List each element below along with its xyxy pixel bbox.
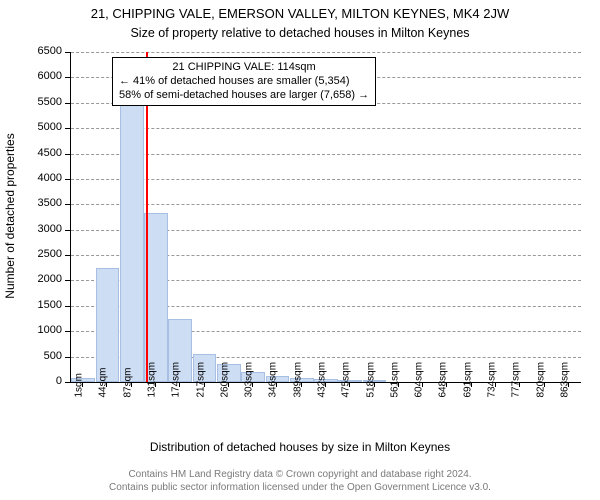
callout-line1: 21 CHIPPING VALE: 114sqm — [119, 61, 369, 75]
ytick-label: 5000 — [28, 121, 62, 133]
ytick-label: 4500 — [28, 147, 62, 159]
ytick-mark — [65, 52, 70, 53]
callout-line3: 58% of semi-detached houses are larger (… — [119, 89, 369, 103]
ytick-label: 1000 — [28, 324, 62, 336]
ytick-label: 4000 — [28, 172, 62, 184]
footer-attribution: Contains HM Land Registry data © Crown c… — [0, 468, 600, 494]
footer-line1: Contains HM Land Registry data © Crown c… — [0, 468, 600, 481]
footer-line2: Contains public sector information licen… — [0, 481, 600, 494]
x-axis-label: Distribution of detached houses by size … — [0, 440, 600, 454]
ytick-label: 0 — [28, 375, 62, 387]
ytick-label: 2000 — [28, 273, 62, 285]
ytick-mark — [65, 255, 70, 256]
ytick-mark — [65, 382, 70, 383]
ytick-label: 500 — [28, 350, 62, 362]
histogram-bar — [96, 268, 120, 382]
chart-title-sub: Size of property relative to detached ho… — [0, 26, 600, 40]
ytick-mark — [65, 77, 70, 78]
ytick-mark — [65, 103, 70, 104]
ytick-mark — [65, 280, 70, 281]
chart-title-main: 21, CHIPPING VALE, EMERSON VALLEY, MILTO… — [0, 6, 600, 21]
callout-box: 21 CHIPPING VALE: 114sqm ← 41% of detach… — [112, 57, 376, 106]
ytick-label: 6000 — [28, 70, 62, 82]
histogram-bar — [120, 95, 144, 382]
ytick-mark — [65, 306, 70, 307]
ytick-mark — [65, 154, 70, 155]
ytick-mark — [65, 230, 70, 231]
ytick-label: 3500 — [28, 197, 62, 209]
ytick-label: 3000 — [28, 223, 62, 235]
ytick-mark — [65, 179, 70, 180]
ytick-label: 5500 — [28, 96, 62, 108]
ytick-mark — [65, 331, 70, 332]
ytick-mark — [65, 204, 70, 205]
ytick-label: 2500 — [28, 248, 62, 260]
y-axis-label: Number of detached properties — [3, 116, 17, 316]
callout-line2: ← 41% of detached houses are smaller (5,… — [119, 75, 369, 89]
ytick-label: 6500 — [28, 45, 62, 57]
ytick-mark — [65, 357, 70, 358]
ytick-mark — [65, 128, 70, 129]
ytick-label: 1500 — [28, 299, 62, 311]
